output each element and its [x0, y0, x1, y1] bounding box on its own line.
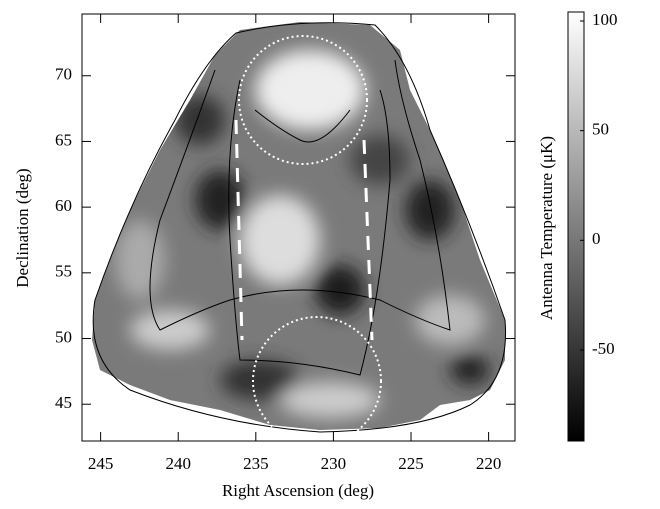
colorbar-tick-label: 50: [592, 120, 609, 139]
colorbar-label: Antenna Temperature (μK): [537, 136, 556, 320]
y-tick-label: 60: [55, 196, 72, 215]
sky-map: [92, 22, 505, 430]
colorbar: [567, 11, 585, 442]
y-tick-label: 55: [55, 262, 72, 281]
x-tick-label: 235: [243, 454, 269, 473]
y-tick-label: 50: [55, 327, 72, 346]
overlays: [234, 35, 382, 446]
contours: [92, 22, 507, 433]
x-tick-label: 220: [476, 454, 502, 473]
y-axis-label: Declination (deg): [13, 168, 32, 287]
y-tick-label: 65: [55, 130, 72, 149]
y-tick-label: 45: [55, 393, 72, 412]
y-tick-label: 70: [55, 65, 72, 84]
colorbar-tick-label: -50: [592, 339, 615, 358]
x-tick-label: 225: [398, 454, 424, 473]
x-axis-label: Right Ascension (deg): [222, 481, 374, 500]
colorbar-tick-label: 0: [592, 229, 601, 248]
plot-frame: [81, 13, 516, 442]
colorbar-tick-label: 100: [592, 10, 618, 29]
x-tick-label: 230: [321, 454, 347, 473]
x-tick-label: 240: [165, 454, 191, 473]
x-tick-label: 245: [88, 454, 114, 473]
